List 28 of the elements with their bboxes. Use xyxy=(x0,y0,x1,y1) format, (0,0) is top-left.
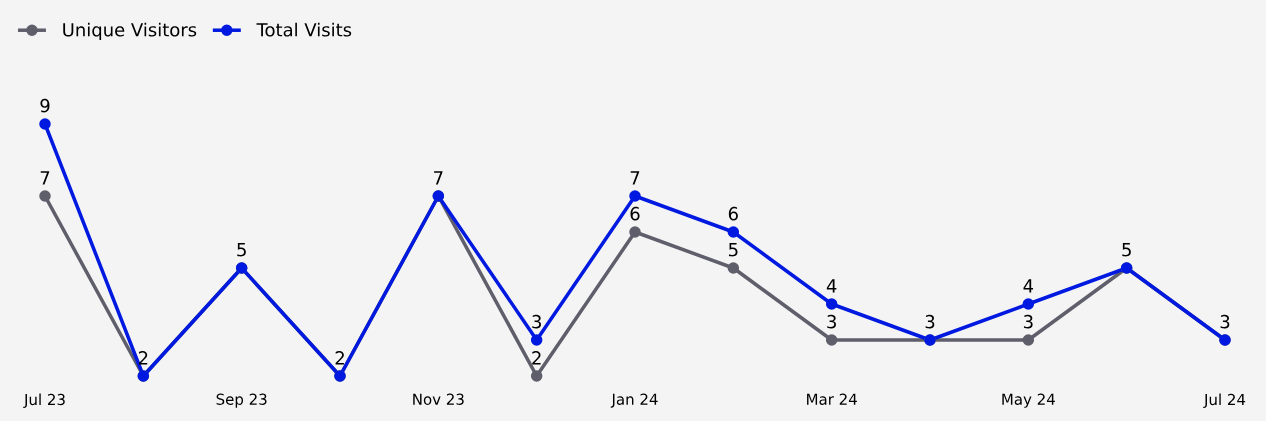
data-label: 3 xyxy=(827,314,836,329)
data-label: 5 xyxy=(237,243,246,257)
data-label: 4 xyxy=(826,279,837,293)
data-label: 2 xyxy=(138,351,148,365)
legend-label: Unique Visitors xyxy=(63,22,197,41)
data-label: 3 xyxy=(925,314,935,329)
data-label: 6 xyxy=(728,206,738,221)
x-tick-label: Jul 23 xyxy=(23,393,65,408)
x-tick-label: May 24 xyxy=(1002,393,1055,408)
data-label: 9 xyxy=(40,98,50,113)
data-label: 6 xyxy=(630,206,640,221)
data-label: 3 xyxy=(1023,314,1033,329)
data-label: 2 xyxy=(532,351,541,365)
x-tick-label: Jul 24 xyxy=(1203,393,1246,408)
x-tick-label: Nov 23 xyxy=(413,393,464,405)
data-label: 3 xyxy=(532,314,541,329)
x-tick-label: Mar 24 xyxy=(807,393,857,405)
x-tick-label: Sep 23 xyxy=(216,393,267,408)
data-label: 5 xyxy=(729,243,738,257)
data-label: 7 xyxy=(434,171,443,185)
legend-label: Total Visits xyxy=(256,22,352,37)
data-label: 3 xyxy=(1220,314,1230,329)
x-tick-label: Jan 24 xyxy=(610,393,658,408)
data-label: 7 xyxy=(630,171,640,185)
data-label: 2 xyxy=(335,351,344,365)
data-label: 4 xyxy=(1023,279,1034,293)
data-label: 7 xyxy=(40,171,50,185)
data-label: 5 xyxy=(1122,243,1131,257)
